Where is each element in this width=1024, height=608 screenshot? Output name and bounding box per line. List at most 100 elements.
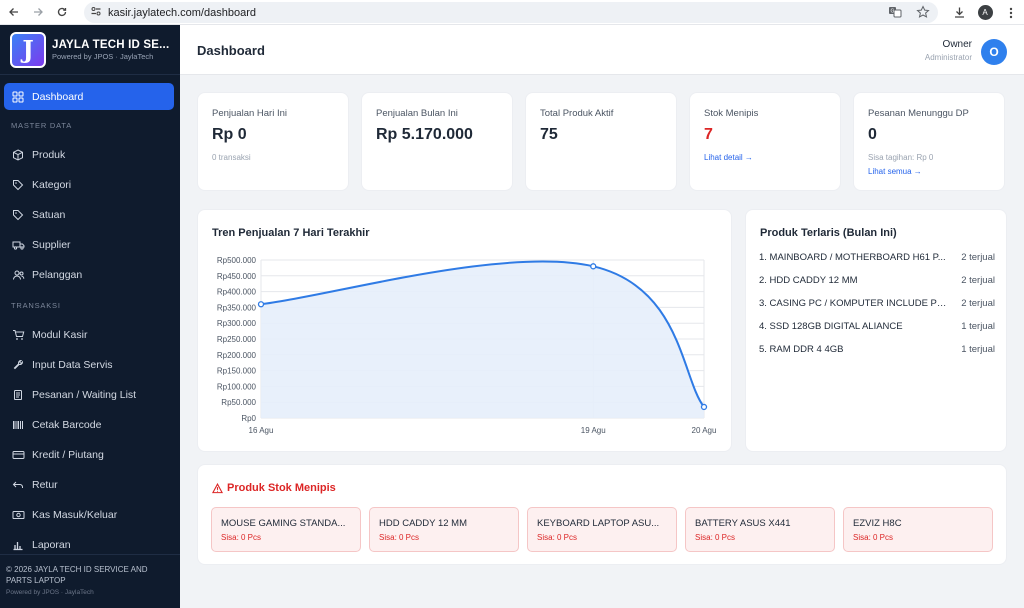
stat-card-pesanan-menunggu-dp: Pesanan Menunggu DP 0 Sisa tagihan: Rp 0… — [853, 92, 1005, 191]
low-stock-item[interactable]: MOUSE GAMING STANDA... Sisa: 0 Pcs — [211, 507, 361, 552]
user-role: Administrator — [924, 53, 972, 62]
product-sold: 2 terjual — [961, 298, 995, 309]
footer-powered: Powered by JPOS · JaylaTech — [6, 589, 94, 596]
sidebar-item-input-data-servis[interactable]: Input Data Servis — [0, 350, 180, 380]
sidebar-item-pesanan[interactable]: Pesanan / Waiting List — [0, 380, 180, 410]
sidebar-item-dashboard[interactable]: Dashboard — [4, 83, 174, 110]
avatar[interactable]: O — [981, 39, 1007, 65]
product-name: 5. RAM DDR 4 4GB — [759, 344, 844, 355]
dashboard-grid-icon — [11, 90, 25, 104]
barcode-icon — [11, 418, 25, 432]
translate-icon[interactable]: G — [888, 5, 902, 24]
lihat-semua-link[interactable]: Lihat semua → — [868, 167, 922, 176]
sidebar: J JAYLA TECH ID SE... Powered by JPOS · … — [0, 25, 180, 608]
low-stock-heading: Produk Stok Menipis — [212, 482, 336, 494]
low-stock-item[interactable]: HDD CADDY 12 MM Sisa: 0 Pcs — [369, 507, 519, 552]
low-stock-name: HDD CADDY 12 MM — [379, 518, 467, 529]
lihat-detail-link[interactable]: Lihat detail → — [704, 153, 753, 162]
kebab-menu-icon[interactable] — [998, 0, 1024, 25]
list-item[interactable]: 5. RAM DDR 4 4GB 1 terjual — [759, 344, 995, 367]
y-tick-label: Rp450.000 — [217, 272, 257, 281]
sidebar-item-kas-masuk-keluar[interactable]: Kas Masuk/Keluar — [0, 500, 180, 530]
site-info-icon[interactable] — [90, 4, 102, 22]
profile-initial: A — [977, 5, 993, 20]
sidebar-item-modul-kasir[interactable]: Modul Kasir — [0, 320, 180, 350]
product-sold: 2 terjual — [961, 252, 995, 263]
sidebar-item-label: Modul Kasir — [32, 329, 88, 341]
browser-toolbar: kasir.jaylatech.com/dashboard G A — [0, 0, 1024, 25]
stat-sub: 0 transaksi — [212, 153, 251, 162]
y-tick-label: Rp300.000 — [217, 319, 257, 328]
sidebar-item-label: Retur — [32, 479, 58, 491]
low-stock-name: BATTERY ASUS X441 — [695, 518, 791, 529]
download-icon[interactable] — [946, 0, 972, 25]
sidebar-item-retur[interactable]: Retur — [0, 470, 180, 500]
x-tick-label: 19 Agu — [581, 426, 606, 435]
stat-label: Pesanan Menunggu DP — [868, 108, 969, 119]
low-stock-name: KEYBOARD LAPTOP ASU... — [537, 518, 660, 529]
sidebar-item-label: Cetak Barcode — [32, 419, 102, 431]
list-item[interactable]: 1. MAINBOARD / MOTHERBOARD H61 P... 2 te… — [759, 252, 995, 275]
address-bar[interactable]: kasir.jaylatech.com/dashboard G — [84, 2, 938, 23]
best-seller-card: Produk Terlaris (Bulan Ini) 1. MAINBOARD… — [745, 209, 1007, 452]
sidebar-item-cetak-barcode[interactable]: Cetak Barcode — [0, 410, 180, 440]
data-point — [590, 263, 597, 270]
sidebar-item-produk[interactable]: Produk — [0, 140, 180, 170]
sidebar-item-label: Kredit / Piutang — [32, 449, 104, 461]
y-tick-label: Rp100.000 — [217, 382, 257, 391]
bookmark-star-icon[interactable] — [916, 5, 930, 24]
low-stock-item[interactable]: BATTERY ASUS X441 Sisa: 0 Pcs — [685, 507, 835, 552]
footer-copyright: © 2026 JAYLA TECH ID SERVICE AND PARTS L… — [6, 565, 148, 585]
sidebar-item-laporan[interactable]: Laporan — [0, 530, 180, 560]
sidebar-item-label: Supplier — [32, 239, 71, 251]
product-name: 1. MAINBOARD / MOTHERBOARD H61 P... — [759, 252, 946, 263]
sidebar-item-kategori[interactable]: Kategori — [0, 170, 180, 200]
sidebar-item-label: Pesanan / Waiting List — [32, 389, 137, 401]
low-stock-remaining: Sisa: 0 Pcs — [379, 533, 420, 542]
brand-title: JAYLA TECH ID SE... — [52, 38, 170, 51]
sidebar-footer: © 2026 JAYLA TECH ID SERVICE AND PARTS L… — [0, 554, 180, 608]
brand[interactable]: J JAYLA TECH ID SE... Powered by JPOS · … — [0, 25, 180, 75]
stat-sub: Sisa tagihan: Rp 0 — [868, 153, 934, 162]
svg-text:G: G — [891, 9, 895, 15]
product-name: 4. SSD 128GB DIGITAL ALIANCE — [759, 321, 903, 332]
forward-icon[interactable] — [28, 2, 48, 22]
tag-icon — [11, 208, 25, 222]
series-area — [261, 261, 704, 418]
brand-subtitle: Powered by JPOS · JaylaTech — [52, 51, 154, 61]
chart-title: Tren Penjualan 7 Hari Terakhir — [212, 227, 370, 239]
best-seller-title: Produk Terlaris (Bulan Ini) — [760, 227, 897, 239]
cart-icon — [11, 328, 25, 342]
low-stock-item[interactable]: KEYBOARD LAPTOP ASU... Sisa: 0 Pcs — [527, 507, 677, 552]
y-tick-label: Rp500.000 — [217, 256, 257, 265]
reload-icon[interactable] — [52, 2, 72, 22]
sidebar-item-pelanggan[interactable]: Pelanggan — [0, 260, 180, 290]
user-info[interactable]: Owner Administrator — [925, 39, 972, 62]
sidebar-item-label: Pelanggan — [32, 269, 83, 281]
truck-icon — [11, 238, 25, 252]
x-tick-label: 20 Agu — [692, 426, 717, 435]
sidebar-item-kredit-piutang[interactable]: Kredit / Piutang — [0, 440, 180, 470]
sidebar-item-label: Dashboard — [32, 90, 84, 103]
sidebar-item-supplier[interactable]: Supplier — [0, 230, 180, 260]
series-line — [260, 260, 705, 408]
low-stock-item[interactable]: EZVIZ H8C Sisa: 0 Pcs — [843, 507, 993, 552]
sidebar-item-label: Kas Masuk/Keluar — [32, 509, 118, 521]
list-item[interactable]: 3. CASING PC / KOMPUTER INCLUDE PS... 2 … — [759, 298, 995, 321]
sidebar-menu: Dashboard MASTER DATA Produk Kategori Sa… — [0, 75, 180, 560]
user-name: Owner — [942, 39, 972, 50]
url-text: kasir.jaylatech.com/dashboard — [108, 6, 256, 19]
sidebar-item-satuan[interactable]: Satuan — [0, 200, 180, 230]
list-item[interactable]: 4. SSD 128GB DIGITAL ALIANCE 1 terjual — [759, 321, 995, 344]
list-item[interactable]: 2. HDD CADDY 12 MM 2 terjual — [759, 275, 995, 298]
warning-icon — [212, 482, 223, 494]
back-icon[interactable] — [4, 2, 24, 22]
sidebar-item-label: Input Data Servis — [32, 359, 113, 371]
y-tick-label: Rp250.000 — [217, 335, 257, 344]
wrench-icon — [11, 358, 25, 372]
stat-value: 0 — [868, 126, 877, 143]
profile-avatar[interactable]: A — [972, 0, 998, 25]
section-label-master: MASTER DATA — [11, 120, 73, 130]
sidebar-item-label: Satuan — [32, 209, 66, 221]
y-tick-label: Rp400.000 — [217, 288, 257, 297]
